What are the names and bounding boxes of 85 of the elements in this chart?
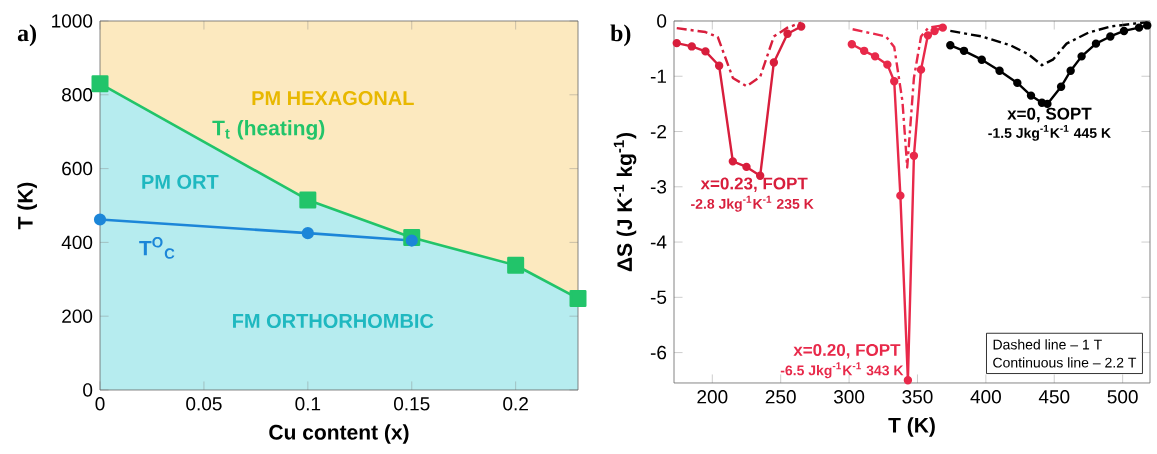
point <box>1066 66 1075 75</box>
x-tick-label: 350 <box>902 390 933 404</box>
x-tick-label: 0.05 <box>186 397 222 411</box>
point <box>569 289 587 307</box>
point <box>1119 26 1129 36</box>
point <box>405 234 418 247</box>
point <box>1056 82 1066 91</box>
point <box>1106 32 1115 41</box>
series-label: T$^{O}$C <box>139 237 175 259</box>
point <box>769 58 779 67</box>
point <box>1143 21 1152 30</box>
y-tick-label: -4 <box>650 235 667 249</box>
point <box>301 227 314 240</box>
point <box>672 38 681 48</box>
point <box>916 65 926 74</box>
x-axis-title: T (K) <box>888 417 935 437</box>
point <box>959 46 969 56</box>
y-tick-label: 600 <box>62 161 93 176</box>
point <box>742 162 751 172</box>
series-label: T$_{t}$ (heating) <box>212 120 325 140</box>
x-tick-label: 250 <box>765 390 796 404</box>
x-tick-label: 500 <box>1107 390 1138 404</box>
annotation: x=0.20, FOPT <box>793 343 901 359</box>
x-tick-label: 0 <box>95 397 105 411</box>
y-tick-label: -2 <box>650 124 666 139</box>
y-tick-label: 0 <box>657 14 667 28</box>
y-tick-label: 400 <box>61 235 93 250</box>
point <box>1013 78 1022 88</box>
point <box>1077 52 1086 61</box>
point <box>883 60 892 69</box>
point <box>728 157 738 166</box>
point <box>903 376 913 385</box>
point <box>1091 39 1101 48</box>
point <box>938 23 947 32</box>
annotation: PM ORT <box>142 174 219 189</box>
y-tick-label: -5 <box>650 290 667 304</box>
y-tick-label: -1 <box>650 69 666 83</box>
point <box>1134 23 1144 32</box>
point <box>930 26 939 36</box>
point <box>847 40 857 49</box>
point <box>1026 91 1036 100</box>
point <box>714 61 724 70</box>
point <box>797 22 806 31</box>
point <box>890 77 899 86</box>
annotation: x=0.23, FOPT <box>700 177 808 192</box>
annotation: -6.5 Jkg$^{-1}$K$^{-1}$ 343 K <box>780 362 904 379</box>
chart-title: a) <box>17 24 37 47</box>
point <box>507 256 525 274</box>
y-tick-label: -3 <box>650 180 667 194</box>
annotation: Dashed line – 1 T <box>993 339 1102 350</box>
point <box>687 42 696 51</box>
point <box>91 75 109 93</box>
annotation: x=0, SOPT <box>1007 107 1092 123</box>
point <box>783 29 792 38</box>
x-tick-label: 400 <box>970 390 1001 404</box>
y-tick-label: 800 <box>62 88 93 102</box>
y-tick-label: 200 <box>62 309 93 323</box>
annotation: -1.5 Jkg$^{-1}$K$^{-1}$ 445 K <box>988 124 1111 141</box>
point <box>859 46 869 56</box>
point <box>93 213 107 226</box>
x-tick-label: 300 <box>833 390 865 404</box>
annotation: PM HEXAGONAL <box>252 91 414 106</box>
annotation: Continuous line – 2.2 T <box>993 357 1137 368</box>
x-tick-label: 0.2 <box>503 397 528 411</box>
point <box>701 47 710 56</box>
point <box>995 66 1004 75</box>
point <box>870 52 880 61</box>
point <box>909 151 919 161</box>
point <box>299 191 317 209</box>
x-tick-label: 0.1 <box>295 397 321 411</box>
y-axis-title: T (K) <box>17 182 37 230</box>
annotation: FM ORTHORHOMBIC <box>233 313 434 329</box>
annotation: -2.8 Jkg$^{-1}$K$^{-1}$ 235 K <box>691 195 814 212</box>
y-axis-title: ΔS (J K$^{-1}$ kg$^{-1}$) <box>613 133 637 272</box>
y-tick-label: 1000 <box>52 14 93 28</box>
point <box>977 55 986 64</box>
point <box>923 31 933 40</box>
x-tick-label: 0.15 <box>394 397 430 411</box>
point <box>896 191 905 200</box>
point <box>946 41 955 50</box>
chart-title: b) <box>610 24 631 47</box>
x-tick-label: 200 <box>697 390 728 404</box>
y-tick-label: -6 <box>650 345 667 360</box>
x-axis-title: Cu content (x) <box>269 424 409 444</box>
x-tick-label: 450 <box>1038 390 1070 404</box>
